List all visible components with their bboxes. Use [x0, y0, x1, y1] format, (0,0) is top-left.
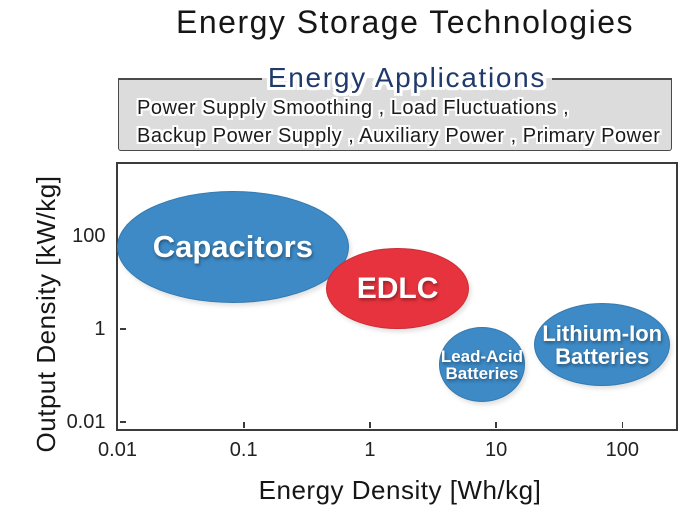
x-tick-label: 1 — [364, 439, 376, 461]
x-tick-label: 10 — [485, 439, 508, 461]
energy-applications-heading: Energy Applications — [267, 62, 547, 93]
applications-text-line-1: Power Supply Smoothing , Load Fluctuatio… — [137, 97, 570, 119]
chart-title: Energy Storage Technologies — [176, 4, 634, 40]
applications-text-line-2: Backup Power Supply , Auxiliary Power , … — [137, 125, 661, 147]
bubble-lead-acid-batteries: Lead-Acid Batteries — [438, 327, 526, 403]
bubble-label-line: Batteries — [555, 343, 650, 369]
bubble-label-line: Lead-Acid — [440, 346, 523, 366]
x-tick-label: 0.01 — [98, 439, 137, 461]
bubble-lithium-ion-batteries: Lithium-Ion Batteries — [534, 303, 671, 387]
y-tick-label: 0.01 — [66, 411, 106, 434]
y-axis-title: Output Density [kW/kg] — [31, 175, 61, 453]
x-tick-mark — [242, 422, 245, 428]
x-tick-mark — [116, 422, 119, 428]
bubble-edlc: EDLC — [326, 247, 470, 330]
applications-box-top-border-right — [552, 78, 672, 80]
x-tick-label: 100 — [605, 439, 640, 461]
y-tick-label: 100 — [72, 225, 106, 248]
y-tick-mark — [119, 328, 126, 330]
x-tick-mark — [495, 422, 497, 428]
bubble-label-line: EDLC — [356, 271, 439, 305]
x-tick-label: 0.1 — [229, 439, 258, 461]
energy-applications-box — [118, 78, 672, 151]
bubble-label-line: Capacitors — [152, 229, 313, 265]
x-axis-title: Energy Density [Wh/kg] — [258, 475, 542, 505]
x-tick-mark — [369, 422, 371, 428]
bubble-label-line: Batteries — [445, 363, 519, 383]
applications-box-top-border-left — [118, 78, 262, 80]
bubble-capacitors: Capacitors — [116, 191, 349, 304]
bubble-label-line: Lithium-Ion — [542, 320, 663, 346]
x-tick-mark — [621, 422, 624, 428]
y-tick-mark — [119, 421, 126, 423]
y-tick-label: 1 — [94, 318, 106, 341]
